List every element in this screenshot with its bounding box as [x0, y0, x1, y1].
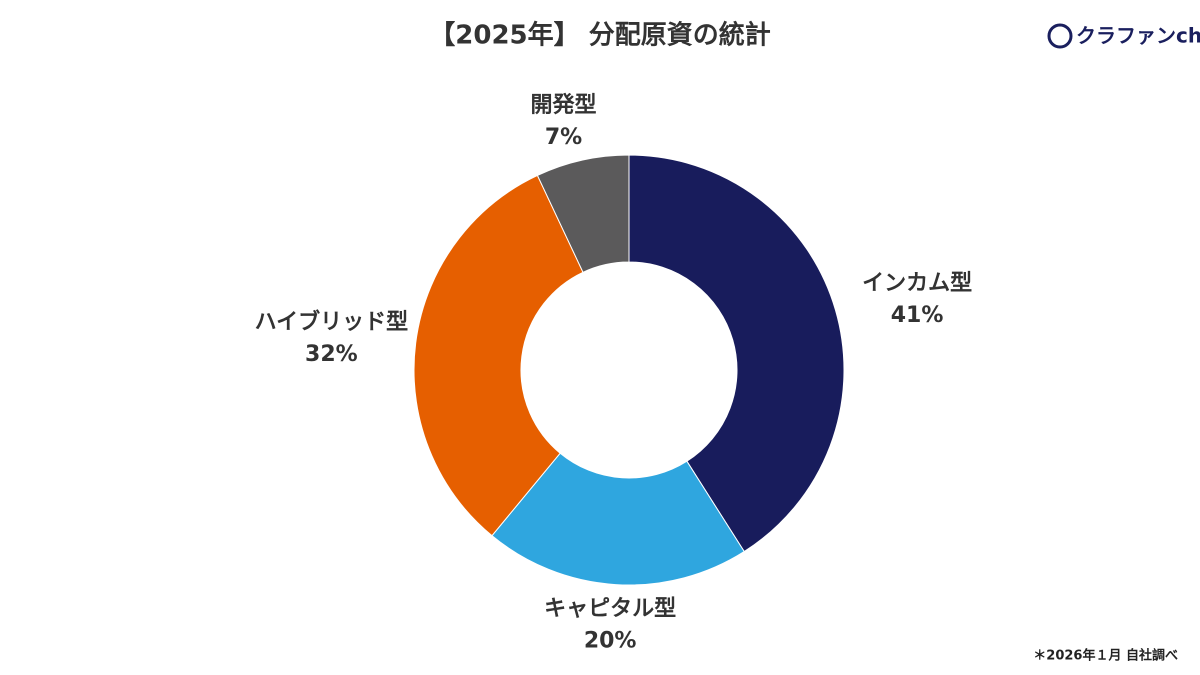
category-label: 開発型 [531, 93, 597, 118]
category-label: ハイブリッド型 [255, 309, 409, 335]
logo: クラファンch [1047, 23, 1200, 49]
wedge [536, 154, 630, 273]
chart-title: 【2025年】 分配原資の統計 [429, 20, 770, 51]
category-label: キャピタル型 [544, 596, 676, 621]
value-label: 7% [545, 125, 582, 150]
footnote: ＊2026年１月 自社調べ [1033, 648, 1178, 664]
category-label: インカム型 [862, 271, 972, 296]
wedge [413, 174, 584, 537]
wedge [628, 154, 845, 553]
value-label: 32% [305, 342, 358, 367]
value-label: 41% [891, 303, 944, 328]
value-label: 20% [584, 628, 637, 653]
logo-icon [1047, 23, 1073, 49]
wedge [491, 452, 745, 586]
logo-text: クラファンch [1076, 24, 1200, 48]
